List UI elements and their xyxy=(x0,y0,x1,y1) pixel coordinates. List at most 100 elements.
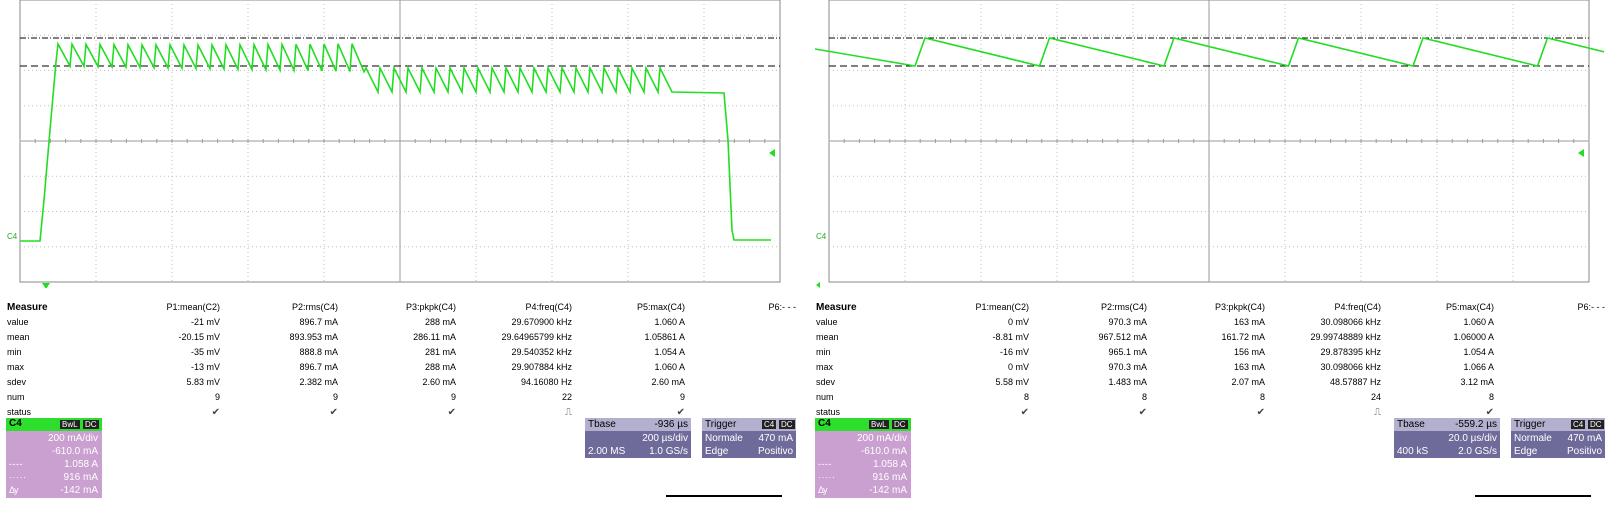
measure-cell: 94.16080 Hz xyxy=(520,377,572,387)
timebase-key: Tbase xyxy=(1397,419,1425,430)
measure-row-sdev: sdev 5.83 mV 2.382 mA 2.60 mA 94.16080 Hz 2.6… xyxy=(0,375,800,390)
measure-row-label: value xyxy=(7,317,29,327)
measure-cell: -21 mV xyxy=(190,317,220,327)
measure-cell: 288 mA xyxy=(424,317,456,327)
measure-cell: ✔ xyxy=(447,407,456,418)
measure-cell: ✔ xyxy=(329,407,338,418)
timebase-line: Tbase -936 µs xyxy=(585,418,691,431)
bandwidth-limit-tag: BwL xyxy=(869,420,889,429)
scale-bar-right xyxy=(1475,495,1591,497)
trigger-title: Trigger xyxy=(1514,419,1546,430)
timebase-value: 2.0 GS/s xyxy=(1458,446,1497,457)
channel-box-value: 916 mA xyxy=(872,472,907,483)
measure-cell: ✔ xyxy=(676,407,685,418)
measure-cell: 8 xyxy=(1488,392,1494,402)
measure-cell: 0 mV xyxy=(1007,362,1029,372)
measure-cell: 888.8 mA xyxy=(299,347,338,357)
measure-param-header[interactable]: P5:max(C4) xyxy=(1445,302,1494,312)
measure-param-header[interactable]: P2:rms(C4) xyxy=(1100,302,1147,312)
trigger-coupling-tag: DC xyxy=(1588,420,1604,429)
measure-cell: 2.07 mA xyxy=(1231,377,1265,387)
measure-param-header[interactable]: P1:mean(C2) xyxy=(975,302,1029,312)
trigger-box-right[interactable]: Trigger C4 DC Normale 470 mA Edge Positivo xyxy=(1511,418,1605,458)
measure-row-label: min xyxy=(7,347,22,357)
measure-title: Measure xyxy=(816,302,857,313)
measure-cell: 156 mA xyxy=(1233,347,1265,357)
trigger-value: Positivo xyxy=(1566,446,1602,457)
trigger-source-tag: C4 xyxy=(1571,420,1586,429)
measure-row-label: max xyxy=(816,362,834,372)
measure-cell: ✔ xyxy=(211,407,220,418)
measure-cell: 1.060 A xyxy=(654,362,685,372)
measure-cell: 30.098066 kHz xyxy=(1320,317,1381,327)
measure-param-header[interactable]: P4:freq(C4) xyxy=(525,302,572,312)
measure-param-header[interactable]: P1:mean(C2) xyxy=(166,302,220,312)
waveform-plot-right[interactable]: C4 xyxy=(815,0,1604,288)
timebase-value: -559.2 µs xyxy=(1455,419,1497,430)
measure-cell: ⎍ xyxy=(565,407,572,418)
measure-cell: 1.066 A xyxy=(1463,362,1494,372)
measure-param-header[interactable]: P4:freq(C4) xyxy=(1334,302,1381,312)
timebase-key: 2.00 MS xyxy=(588,446,626,457)
channel-box-value: 1.058 A xyxy=(64,459,98,470)
timebase-key: 400 kS xyxy=(1397,446,1429,457)
measure-param-header[interactable]: P6:- - - xyxy=(768,302,796,312)
measure-row-max: max -13 mV 896.7 mA 288 mA 29.907884 kHz 1.06… xyxy=(0,360,800,375)
timebase-value: 1.0 GS/s xyxy=(649,446,688,457)
waveform-svg-left: C4 xyxy=(7,0,781,288)
measure-param-header[interactable]: P5:max(C4) xyxy=(636,302,685,312)
measure-cell: 9 xyxy=(214,392,220,402)
measure-row-max: max 0 mV 970.3 mA 163 mA 30.098066 kHz 1.066 … xyxy=(809,360,1609,375)
measure-cell: 970.3 mA xyxy=(1108,362,1147,372)
measure-cell: 1.054 A xyxy=(654,347,685,357)
measure-cell: 5.83 mV xyxy=(186,377,220,387)
waveform-plot-left[interactable]: C4 xyxy=(6,0,795,288)
measure-param-header[interactable]: P6:- - - xyxy=(1577,302,1605,312)
timebase-box-right[interactable]: Tbase -559.2 µs 20.0 µs/div 400 kS 2.0 GS/s xyxy=(1394,418,1500,458)
measure-cell: 1.060 A xyxy=(1463,317,1494,327)
measure-cell: 29.907884 kHz xyxy=(511,362,572,372)
trigger-value: 470 mA xyxy=(1567,433,1602,444)
measure-cell: 29.99748889 kHz xyxy=(1310,332,1381,342)
trigger-box-left[interactable]: Trigger C4 DC Normale 470 mA Edge Positivo xyxy=(702,418,796,458)
scope-right: C4 Measure P1:mean(C2) P2:rms(C4) P3:pkpk(C… xyxy=(809,0,1609,514)
measure-cell: 161.72 mA xyxy=(1221,332,1265,342)
channel-box-value: 200 mA/div xyxy=(47,433,98,444)
channel-trace-label: C4 xyxy=(816,232,827,241)
timebase-value: 20.0 µs/div xyxy=(1448,433,1497,444)
measure-row-label: mean xyxy=(7,332,30,342)
measure-param-header[interactable]: P3:pkpk(C4) xyxy=(405,302,456,312)
measure-cell: 1.05861 A xyxy=(644,332,685,342)
timebase-value: 200 µs/div xyxy=(642,433,688,444)
measure-cell: 29.540352 kHz xyxy=(511,347,572,357)
measure-cell: 967.512 mA xyxy=(1098,332,1147,342)
channel-c4-box-right[interactable]: C4 BwL DC 200 mA/div -610.0 mA - - - - 1.058 A… xyxy=(815,418,911,498)
channel-c4-box-left[interactable]: C4 BwL DC 200 mA/div -610.0 mA - - - - 1.058 A… xyxy=(6,418,102,498)
timebase-line: 200 µs/div xyxy=(585,432,691,445)
measure-header-row: Measure P1:mean(C2) P2:rms(C4) P3:pkpk(C4) P… xyxy=(0,300,800,315)
measure-cell: 2.382 mA xyxy=(299,377,338,387)
timebase-key: Tbase xyxy=(588,419,616,430)
channel-box-line: · · · · · 916 mA xyxy=(6,471,102,484)
channel-name: C4 xyxy=(9,418,22,429)
measure-cell: 9 xyxy=(679,392,685,402)
trigger-coupling-tag: DC xyxy=(779,420,795,429)
timebase-box-left[interactable]: Tbase -936 µs 200 µs/div 2.00 MS 1.0 GS/s xyxy=(585,418,691,458)
channel-box-key: · · · · · xyxy=(9,472,26,482)
measure-row-label: sdev xyxy=(816,377,836,387)
scope-left: C4 Measure P1:mean(C2) P2:rms(C4) P3:pkpk(C… xyxy=(0,0,800,514)
measure-cell: 5.58 mV xyxy=(995,377,1029,387)
trigger-key: Normale xyxy=(1514,433,1552,444)
timebase-line: Tbase -559.2 µs xyxy=(1394,418,1500,431)
measure-cell: ✔ xyxy=(1020,407,1029,418)
measure-param-header[interactable]: P3:pkpk(C4) xyxy=(1214,302,1265,312)
trigger-position-marker xyxy=(816,282,820,288)
measure-param-header[interactable]: P2:rms(C4) xyxy=(291,302,338,312)
timebase-line: 2.00 MS 1.0 GS/s xyxy=(585,445,691,458)
coupling-tag: DC xyxy=(83,420,99,429)
measure-cell: 9 xyxy=(450,392,456,402)
waveform-svg-right: C4 xyxy=(815,0,1604,288)
measure-cell: 288 mA xyxy=(424,362,456,372)
measure-row-min: min -35 mV 888.8 mA 281 mA 29.540352 kHz 1.05… xyxy=(0,345,800,360)
measure-cell: 896.7 mA xyxy=(299,317,338,327)
